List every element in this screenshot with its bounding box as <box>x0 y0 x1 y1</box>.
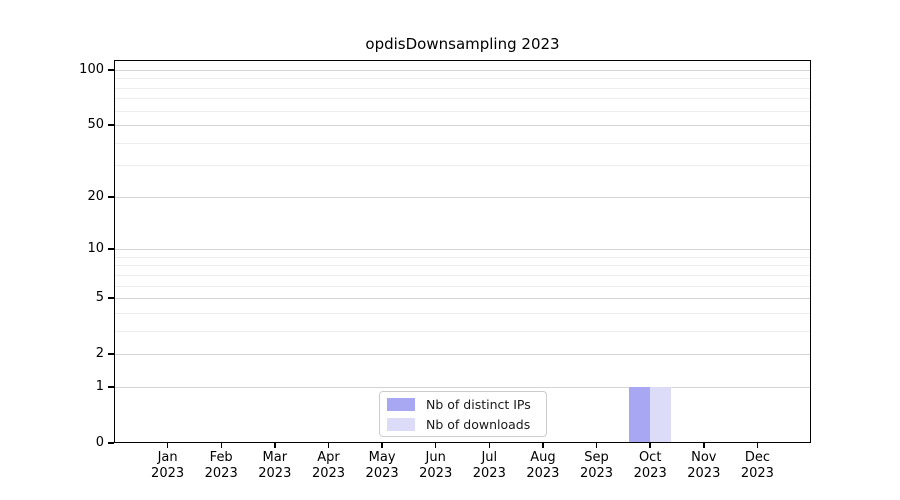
gridline-minor <box>114 285 811 287</box>
plot-area <box>114 60 811 443</box>
x-tick-month: Oct <box>638 450 662 465</box>
plot-frame <box>114 60 811 443</box>
x-tick-month: Aug <box>530 450 556 465</box>
x-tick-month: Feb <box>209 450 233 465</box>
x-tick-mark <box>327 443 330 448</box>
x-tick-label: Jul 2023 <box>457 450 521 482</box>
x-tick-mark <box>649 443 651 448</box>
x-tick-year: 2023 <box>472 466 506 481</box>
x-tick-mark <box>756 443 759 448</box>
gridline-major <box>114 249 811 251</box>
y-tick-label: 2 <box>95 346 104 362</box>
legend-label-downloads: Nb of downloads <box>426 416 531 432</box>
gridline-minor <box>114 142 811 144</box>
gridline-minor <box>114 312 811 314</box>
x-tick-label: Oct 2023 <box>618 450 682 482</box>
bar-distinct-ips <box>629 386 651 443</box>
legend: Nb of distinct IPs Nb of downloads <box>379 391 547 437</box>
x-tick-month: Jun <box>425 450 446 465</box>
legend-swatch-downloads-icon <box>387 417 415 431</box>
gridline-major <box>114 196 811 198</box>
legend-label-distinct-ips: Nb of distinct IPs <box>426 396 531 412</box>
x-tick-label: Apr 2023 <box>297 450 361 482</box>
y-tick-mark <box>108 248 114 250</box>
x-tick-year: 2023 <box>740 466 774 481</box>
x-tick-label: Dec 2023 <box>725 450 789 482</box>
y-tick-label: 50 <box>87 117 104 132</box>
gridline-major <box>114 69 811 71</box>
y-tick-mark <box>108 196 114 198</box>
x-tick-mark <box>703 443 705 448</box>
gridline-minor <box>114 274 811 276</box>
x-tick-label: Mar 2023 <box>243 450 307 482</box>
y-tick-mark <box>108 353 114 355</box>
x-tick-label: May 2023 <box>350 450 414 482</box>
y-tick-mark <box>108 386 114 388</box>
x-tick-month: Dec <box>744 450 770 465</box>
gridline-minor <box>114 256 811 258</box>
y-tick-mark <box>108 442 114 444</box>
x-tick-year: 2023 <box>258 466 292 481</box>
x-tick-mark <box>274 443 276 448</box>
gridline-major <box>114 354 811 356</box>
x-tick-year: 2023 <box>633 466 667 481</box>
y-tick-mark <box>108 124 114 126</box>
x-tick-month: Sep <box>584 450 609 465</box>
y-tick-label: 10 <box>87 241 104 257</box>
y-tick-label: 100 <box>79 61 104 77</box>
gridline-minor <box>114 265 811 267</box>
x-tick-mark <box>595 443 598 448</box>
gridline-minor <box>114 330 811 332</box>
x-tick-year: 2023 <box>365 466 399 481</box>
y-tick-mark <box>108 297 114 299</box>
x-tick-year: 2023 <box>419 466 453 481</box>
gridline-minor <box>114 98 811 100</box>
x-tick-year: 2023 <box>579 466 614 481</box>
chart-title: opdisDownsampling 2023 <box>365 35 560 53</box>
x-tick-month: Mar <box>262 450 288 465</box>
gridline-minor <box>114 165 811 167</box>
gridline-major <box>114 386 811 388</box>
x-tick-label: Feb 2023 <box>189 450 253 482</box>
x-tick-year: 2023 <box>204 466 238 481</box>
x-tick-mark <box>434 443 437 448</box>
x-tick-month: Jan <box>157 450 178 465</box>
x-tick-month: May <box>368 450 396 465</box>
y-tick-label: 1 <box>95 378 104 394</box>
x-tick-label: Sep 2023 <box>565 450 629 482</box>
gridline-minor <box>114 87 811 89</box>
y-tick-mark <box>108 69 114 71</box>
x-tick-mark <box>488 443 491 448</box>
legend-item-downloads: Nb of downloads <box>387 416 538 432</box>
x-tick-month: Jul <box>481 450 498 465</box>
x-tick-year: 2023 <box>151 466 185 481</box>
bar-downloads <box>650 386 672 443</box>
x-tick-mark <box>542 443 544 448</box>
x-tick-label: Aug 2023 <box>511 450 575 482</box>
legend-swatch-distinct-ips-icon <box>387 397 415 411</box>
x-tick-label: Jan 2023 <box>136 450 200 482</box>
x-tick-mark <box>166 443 169 448</box>
legend-item-distinct-ips: Nb of distinct IPs <box>387 396 538 412</box>
gridline-major <box>114 298 811 300</box>
y-tick-label: 20 <box>87 188 104 204</box>
x-tick-mark <box>220 443 222 448</box>
gridline-minor <box>114 110 811 112</box>
x-tick-year: 2023 <box>311 466 346 481</box>
x-tick-year: 2023 <box>526 466 560 481</box>
gridline-major <box>114 125 811 126</box>
y-tick-label: 5 <box>95 290 104 306</box>
x-tick-mark <box>381 443 383 448</box>
x-tick-label: Jun 2023 <box>404 450 468 482</box>
y-tick-label: 0 <box>95 435 104 450</box>
x-tick-month: Apr <box>317 450 340 465</box>
x-tick-year: 2023 <box>687 466 721 481</box>
gridline-minor <box>114 78 811 80</box>
x-tick-month: Nov <box>691 450 717 465</box>
x-tick-label: Nov 2023 <box>672 450 736 482</box>
